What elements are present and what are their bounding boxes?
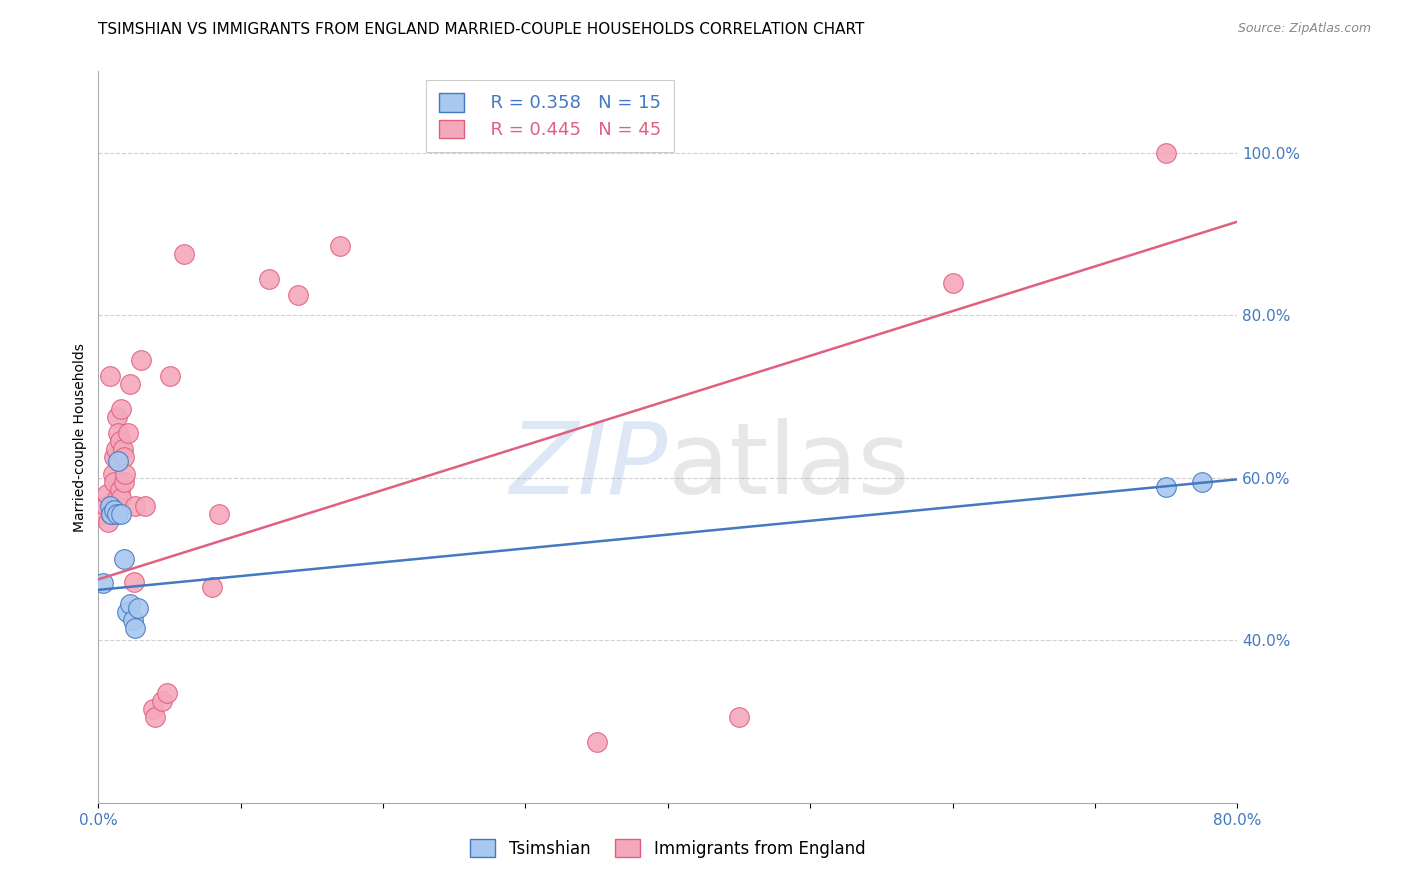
Point [122, 574, 145, 589]
Point [942, 276, 965, 290]
Text: ZIP: ZIP [509, 417, 668, 515]
Point [259, 271, 281, 285]
Point [208, 508, 231, 522]
Point [127, 600, 149, 615]
Point [105, 499, 128, 513]
Point [156, 686, 179, 700]
Point [118, 597, 141, 611]
Point [94, 499, 117, 513]
Point [117, 425, 139, 440]
Point [104, 442, 127, 457]
Point [103, 450, 125, 465]
Point [100, 508, 122, 522]
Point [110, 401, 132, 416]
Point [96, 487, 118, 501]
Point [105, 491, 128, 505]
Point [91, 508, 114, 522]
Point [728, 710, 751, 724]
Point [152, 694, 174, 708]
Point [112, 552, 135, 566]
Point [108, 434, 131, 449]
Text: Source: ZipAtlas.com: Source: ZipAtlas.com [1237, 22, 1371, 36]
Point [1154, 480, 1177, 494]
Point [101, 499, 124, 513]
Point [103, 475, 125, 489]
Point [108, 483, 131, 497]
Point [173, 247, 195, 261]
Point [105, 508, 128, 522]
Point [98, 369, 121, 384]
Point [129, 352, 152, 367]
Legend: Tsimshian, Immigrants from England: Tsimshian, Immigrants from England [460, 830, 876, 868]
Point [159, 369, 181, 384]
Point [100, 499, 122, 513]
Point [112, 450, 135, 465]
Text: TSIMSHIAN VS IMMIGRANTS FROM ENGLAND MARRIED-COUPLE HOUSEHOLDS CORRELATION CHART: TSIMSHIAN VS IMMIGRANTS FROM ENGLAND MAR… [98, 22, 865, 37]
Y-axis label: Married-couple Households: Married-couple Households [73, 343, 87, 532]
Point [107, 425, 129, 440]
Point [105, 409, 128, 424]
Point [115, 605, 138, 619]
Point [112, 475, 135, 489]
Point [91, 576, 114, 591]
Point [1154, 145, 1177, 160]
Point [141, 702, 163, 716]
Point [329, 239, 352, 253]
Point [111, 442, 134, 457]
Point [110, 508, 132, 522]
Point [118, 377, 141, 392]
Point [107, 454, 129, 468]
Point [100, 508, 122, 522]
Point [114, 467, 136, 481]
Point [145, 710, 167, 724]
Point [98, 499, 121, 513]
Point [124, 621, 146, 635]
Point [101, 467, 124, 481]
Point [201, 581, 224, 595]
Point [110, 491, 132, 505]
Point [1191, 475, 1213, 489]
Point [585, 735, 607, 749]
Point [121, 613, 143, 627]
Point [97, 516, 120, 530]
Point [134, 499, 156, 513]
Point [103, 503, 125, 517]
Point [287, 288, 309, 302]
Point [124, 499, 146, 513]
Text: atlas: atlas [668, 417, 910, 515]
